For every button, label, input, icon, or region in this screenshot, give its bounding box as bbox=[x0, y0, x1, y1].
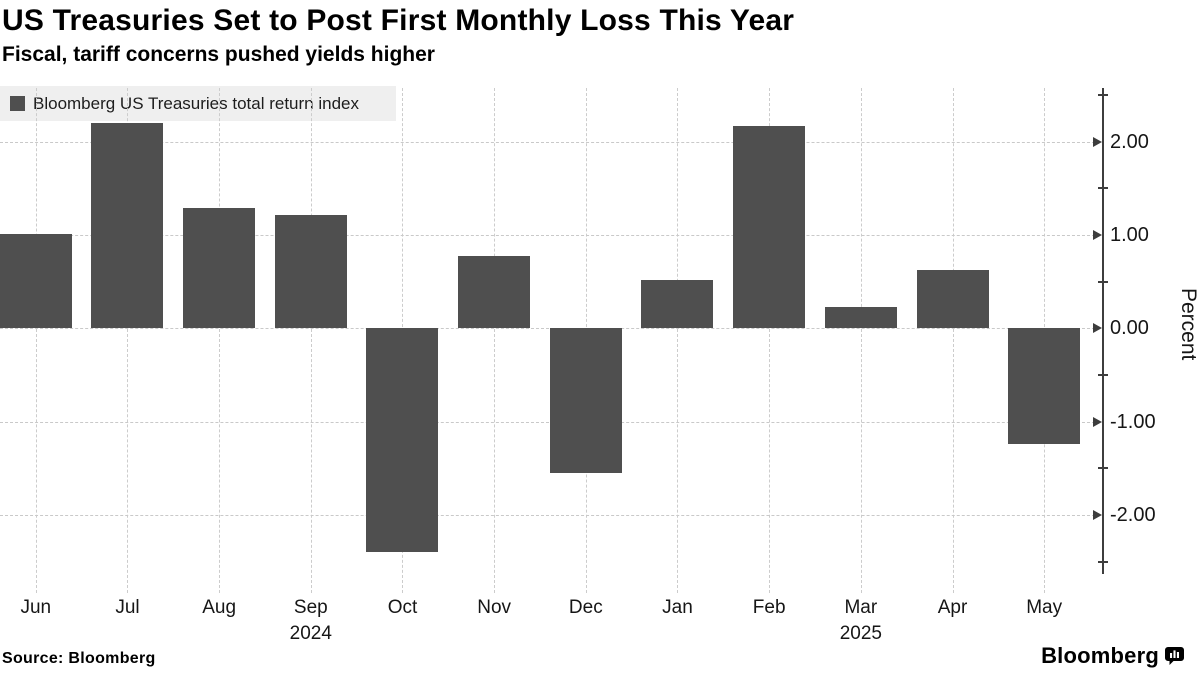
vertical-gridline-apr bbox=[952, 88, 954, 593]
y-axis-arrow-1.00 bbox=[1093, 229, 1102, 240]
bloomberg-logo: Bloomberg bbox=[1041, 643, 1184, 669]
bar-nov bbox=[458, 255, 531, 329]
bar-dec bbox=[549, 328, 622, 473]
x-axis-year-label-2025: 2025 bbox=[839, 623, 882, 644]
bar-mar bbox=[824, 306, 897, 329]
x-axis-label-jul: Jul bbox=[115, 597, 140, 618]
vertical-gridline-jan bbox=[677, 88, 679, 593]
y-axis-title: Percent bbox=[1177, 288, 1200, 361]
horizontal-gridline--2.00 bbox=[0, 514, 1095, 516]
bar-aug bbox=[183, 207, 256, 329]
y-tick-label-1.00: 1.00 bbox=[1110, 223, 1149, 246]
legend-swatch bbox=[10, 96, 25, 111]
source-note: Source: Bloomberg bbox=[2, 650, 156, 667]
x-axis-label-jun: Jun bbox=[20, 597, 52, 618]
x-axis-label-may: May bbox=[1026, 597, 1063, 618]
vertical-gridline-sep bbox=[310, 88, 312, 593]
legend-label: Bloomberg US Treasuries total return ind… bbox=[33, 93, 359, 113]
y-axis-arrow--1.00 bbox=[1093, 416, 1102, 427]
x-axis-label-jan: Jan bbox=[662, 597, 693, 618]
horizontal-gridline--1.00 bbox=[0, 421, 1095, 423]
bloomberg-terminal-icon bbox=[1165, 647, 1184, 665]
horizontal-gridline-0.00 bbox=[0, 328, 1095, 330]
bar-jan bbox=[641, 279, 714, 329]
bar-oct bbox=[366, 328, 439, 553]
vertical-gridline-feb bbox=[769, 88, 771, 593]
y-tick-label--2.00: -2.00 bbox=[1110, 503, 1156, 526]
bar-feb bbox=[733, 125, 806, 329]
y-axis-arrow-2.00 bbox=[1093, 136, 1102, 147]
bar-sep bbox=[274, 215, 347, 329]
chart-legend: Bloomberg US Treasuries total return ind… bbox=[0, 86, 396, 121]
bar-apr bbox=[916, 270, 989, 329]
x-axis-label-aug: Aug bbox=[202, 597, 237, 618]
y-axis-arrow-0.00 bbox=[1093, 323, 1102, 334]
y-tick-label--1.00: -1.00 bbox=[1110, 410, 1156, 433]
x-axis-label-feb: Feb bbox=[752, 597, 786, 618]
vertical-gridline-aug bbox=[219, 88, 221, 593]
x-axis-label-dec: Dec bbox=[568, 597, 603, 618]
bloomberg-logo-text: Bloomberg bbox=[1041, 643, 1159, 668]
y-tick-label-0.00: 0.00 bbox=[1110, 317, 1149, 340]
page-subtitle: Fiscal, tariff concerns pushed yields hi… bbox=[2, 43, 435, 66]
horizontal-gridline-2.00 bbox=[0, 141, 1095, 143]
y-axis-arrow--2.00 bbox=[1093, 509, 1102, 520]
y-axis-line bbox=[1102, 88, 1104, 574]
vertical-gridline-jul bbox=[127, 88, 129, 593]
y-tick-label-2.00: 2.00 bbox=[1110, 130, 1149, 153]
x-axis-label-oct: Oct bbox=[387, 597, 418, 618]
vertical-gridline-mar bbox=[860, 88, 862, 593]
horizontal-gridline-1.00 bbox=[0, 234, 1095, 236]
x-axis-label-mar: Mar bbox=[844, 597, 878, 618]
page-title: US Treasuries Set to Post First Monthly … bbox=[2, 4, 795, 37]
vertical-gridline-jun bbox=[35, 88, 37, 593]
x-axis-label-apr: Apr bbox=[937, 597, 968, 618]
x-axis-label-nov: Nov bbox=[477, 597, 512, 618]
x-axis-year-label-2024: 2024 bbox=[289, 623, 332, 644]
x-axis-label-sep: Sep bbox=[293, 597, 328, 618]
vertical-gridline-nov bbox=[494, 88, 496, 593]
bar-jun bbox=[0, 234, 72, 329]
bar-jul bbox=[91, 122, 164, 329]
bar-may bbox=[1008, 328, 1081, 445]
